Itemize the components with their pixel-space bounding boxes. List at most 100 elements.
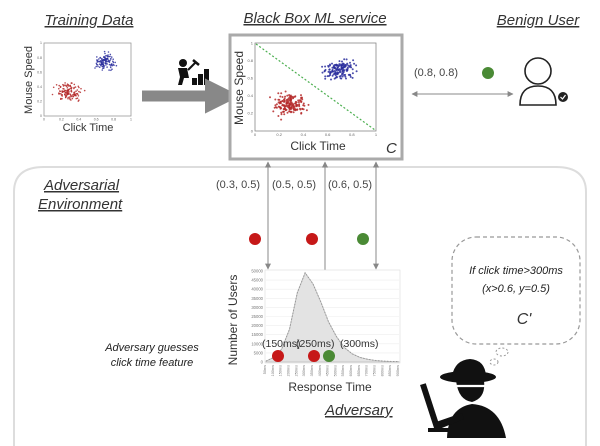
training-point-red bbox=[64, 96, 67, 99]
response-chart-y-tick: 50000 bbox=[251, 269, 263, 274]
response-chart-y-tick: 0 bbox=[261, 360, 264, 365]
training-point-blue bbox=[100, 63, 102, 66]
service-plot-x-tick: 1 bbox=[375, 132, 378, 137]
service-point-red bbox=[301, 96, 303, 99]
training-plot-y-tick: 0.6 bbox=[37, 70, 42, 74]
service-point-blue bbox=[333, 67, 336, 70]
response-chart-x-tick: 800ms bbox=[380, 365, 384, 376]
service-point-red bbox=[279, 95, 282, 98]
response-chart-y-ticks: 5000045000400003500030000250002000015000… bbox=[251, 269, 263, 365]
probe-time-label-3: (300ms) bbox=[340, 338, 379, 350]
probe-dot-3 bbox=[357, 233, 369, 245]
service-plot-ylabel: Mouse Speed bbox=[232, 51, 246, 125]
training-plot-x-ticks: 0 0.2 0.4 0.6 0.8 1 bbox=[43, 118, 132, 122]
training-point-red bbox=[71, 82, 73, 84]
service-point-blue bbox=[336, 72, 339, 75]
training-point-red bbox=[76, 89, 79, 91]
training-point-red bbox=[61, 97, 63, 100]
service-point-red bbox=[272, 110, 275, 113]
response-chart-x-tick: 650ms bbox=[357, 365, 361, 376]
training-point-red bbox=[58, 90, 61, 92]
training-point-red bbox=[64, 94, 66, 96]
service-point-red bbox=[286, 94, 289, 97]
service-point-red bbox=[284, 90, 287, 93]
training-point-blue bbox=[106, 66, 108, 68]
training-point-blue bbox=[98, 58, 100, 60]
probe-coords-1: (0.3, 0.5) bbox=[216, 179, 260, 191]
service-point-red bbox=[284, 95, 287, 98]
response-chart-y-tick: 10000 bbox=[251, 341, 263, 346]
response-chart-x-tick: 450ms bbox=[326, 365, 330, 376]
training-plot-y-tick: 0.2 bbox=[37, 100, 42, 104]
training-point-red bbox=[67, 96, 69, 99]
training-point-blue bbox=[110, 69, 112, 72]
service-point-red bbox=[283, 113, 286, 116]
training-plot-x-tick: 0.6 bbox=[94, 118, 99, 122]
training-point-red bbox=[71, 97, 74, 100]
service-point-blue bbox=[345, 58, 348, 61]
service-point-blue bbox=[338, 63, 341, 66]
service-plot-y-ticks: 0 0.2 0.4 0.6 0.8 1 bbox=[247, 40, 253, 133]
hacker-icon bbox=[420, 359, 506, 438]
training-point-blue bbox=[104, 58, 106, 60]
training-plot: 0 0.2 0.4 0.6 0.8 1 0 0.2 0.4 0.6 0.8 1 Click Time… bbox=[23, 41, 132, 134]
service-point-blue bbox=[345, 77, 347, 80]
adversary-title: Adversary bbox=[324, 402, 394, 419]
thought-bubble-label: C' bbox=[517, 311, 533, 328]
service-point-blue bbox=[337, 69, 340, 72]
service-plot-x-tick: 0.2 bbox=[276, 132, 282, 137]
training-point-blue bbox=[102, 61, 105, 63]
service-point-blue bbox=[328, 68, 331, 71]
service-point-blue bbox=[331, 74, 334, 77]
training-cluster-red bbox=[51, 82, 86, 102]
response-chart-y-tick: 40000 bbox=[251, 287, 263, 292]
service-plot-x-tick: 0.8 bbox=[349, 132, 355, 137]
training-point-blue bbox=[96, 56, 98, 58]
training-point-red bbox=[68, 96, 71, 98]
response-chart-y-tick: 35000 bbox=[251, 296, 263, 301]
training-point-red bbox=[60, 94, 63, 96]
training-point-blue bbox=[108, 60, 110, 63]
training-point-blue bbox=[114, 61, 116, 64]
service-point-red bbox=[288, 102, 291, 105]
probe-coords-3: (0.6, 0.5) bbox=[328, 179, 372, 191]
service-point-red bbox=[277, 115, 280, 117]
adversarial-environment-title-1: Adversarial bbox=[43, 177, 120, 194]
service-point-red bbox=[297, 99, 300, 102]
service-cluster-blue bbox=[321, 58, 358, 81]
response-chart-y-tick: 5000 bbox=[254, 350, 264, 355]
response-chart-y-tick: 25000 bbox=[251, 314, 263, 319]
service-point-red bbox=[288, 110, 291, 113]
response-chart-x-tick: 700ms bbox=[365, 365, 369, 376]
service-point-blue bbox=[345, 63, 348, 66]
service-point-blue bbox=[346, 68, 349, 71]
adversary-note-line-2: click time feature bbox=[111, 357, 194, 369]
service-point-red bbox=[296, 104, 299, 106]
service-point-blue bbox=[321, 71, 324, 74]
training-point-red bbox=[77, 93, 79, 96]
service-plot-x-tick: 0.6 bbox=[325, 132, 331, 137]
training-plot-y-tick: 0 bbox=[40, 114, 42, 118]
service-point-red bbox=[277, 92, 280, 95]
training-point-blue bbox=[115, 64, 118, 67]
training-point-red bbox=[64, 82, 66, 84]
thought-bubble-dot-2 bbox=[489, 358, 499, 366]
probe-dot-1 bbox=[249, 233, 261, 245]
service-point-red bbox=[291, 95, 294, 98]
response-chart-x-ticks: 50ms 100ms 150ms 200ms 250ms 300ms 350ms 400ms 4… bbox=[263, 365, 400, 376]
training-point-red bbox=[67, 89, 69, 92]
training-point-blue bbox=[109, 59, 111, 62]
training-point-red bbox=[68, 90, 70, 93]
service-point-blue bbox=[355, 64, 358, 67]
service-point-red bbox=[307, 103, 310, 106]
response-time-chart: 5000045000400003500030000250002000015000… bbox=[226, 269, 401, 394]
service-point-red bbox=[283, 100, 286, 103]
classifier-label: C bbox=[386, 140, 397, 157]
service-point-red bbox=[299, 108, 302, 111]
training-plot-x-tick: 1 bbox=[130, 118, 132, 122]
training-point-blue bbox=[108, 69, 110, 71]
service-point-red bbox=[280, 92, 283, 95]
training-point-red bbox=[67, 97, 69, 100]
service-point-blue bbox=[324, 77, 327, 80]
